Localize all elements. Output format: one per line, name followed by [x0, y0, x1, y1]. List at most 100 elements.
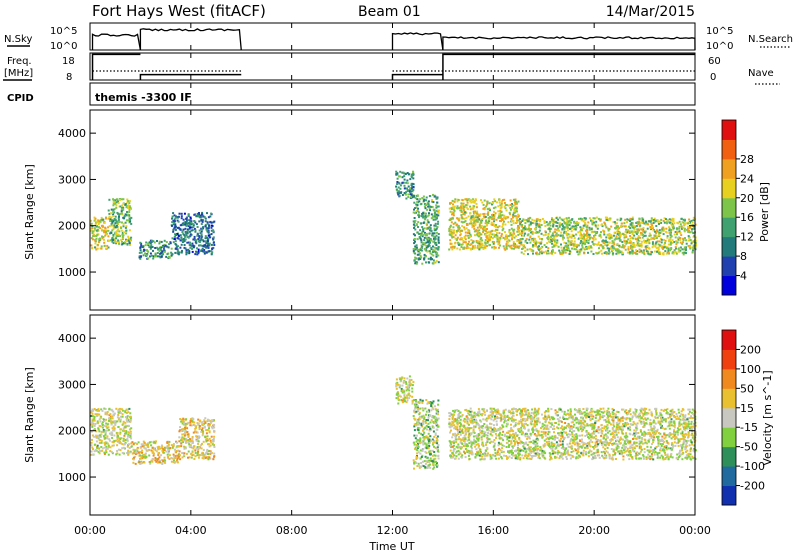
- range-cell: [540, 232, 543, 235]
- range-cell: [112, 228, 115, 231]
- range-cell: [177, 234, 180, 237]
- range-cell: [523, 218, 526, 221]
- range-cell: [677, 247, 680, 250]
- range-cell: [124, 203, 127, 206]
- range-cell: [545, 252, 548, 255]
- range-cell: [612, 458, 615, 461]
- range-cell: [213, 455, 216, 458]
- range-cell: [111, 237, 114, 239]
- range-cell: [420, 231, 423, 234]
- range-cell: [451, 236, 454, 239]
- range-cell: [437, 220, 440, 223]
- range-cell: [585, 229, 588, 232]
- range-cell: [433, 461, 435, 463]
- range-cell: [567, 233, 570, 236]
- range-cell: [200, 219, 203, 222]
- range-cell: [501, 229, 504, 232]
- range-cell: [469, 208, 472, 211]
- range-cell: [406, 396, 408, 399]
- y-tick-label: 3000: [58, 173, 86, 186]
- range-cell: [178, 436, 181, 439]
- range-cell: [113, 218, 116, 220]
- range-cell: [478, 226, 481, 229]
- range-cell: [495, 218, 498, 221]
- range-cell: [687, 230, 690, 233]
- range-cell: [629, 217, 632, 220]
- range-cell: [423, 417, 426, 420]
- range-cell: [100, 433, 103, 436]
- range-cell: [435, 428, 438, 431]
- range-cell: [162, 460, 165, 463]
- range-cell: [486, 241, 489, 244]
- range-cell: [123, 439, 126, 442]
- range-cell: [509, 213, 512, 216]
- range-cell: [168, 243, 171, 246]
- range-cell: [422, 195, 425, 198]
- range-cell: [406, 399, 409, 402]
- range-cell: [651, 251, 653, 254]
- range-cell: [691, 246, 694, 249]
- range-cell: [567, 237, 570, 240]
- range-cell: [451, 245, 454, 248]
- range-cell: [460, 214, 463, 217]
- range-cell: [121, 443, 124, 446]
- range-cell: [502, 430, 505, 433]
- range-cell: [683, 229, 686, 232]
- range-cell: [409, 384, 412, 387]
- range-cell: [399, 187, 402, 190]
- range-cell: [475, 229, 478, 232]
- range-cell: [465, 216, 468, 219]
- range-cell: [120, 408, 123, 411]
- range-cell: [635, 249, 638, 252]
- range-cell: [437, 209, 440, 212]
- range-cell: [113, 444, 115, 447]
- range-cell: [483, 225, 486, 228]
- range-cell: [648, 239, 651, 241]
- range-cell: [642, 251, 645, 254]
- range-cell: [174, 251, 177, 254]
- range-cell: [100, 408, 103, 411]
- range-cell: [414, 407, 417, 410]
- range-cell: [485, 232, 488, 235]
- range-cell: [422, 440, 425, 443]
- range-cell: [463, 247, 466, 250]
- range-cell: [103, 424, 106, 427]
- range-cell: [558, 229, 561, 232]
- range-cell: [417, 423, 420, 426]
- range-cell: [415, 399, 417, 402]
- range-cell: [466, 198, 469, 201]
- range-cell: [413, 224, 416, 227]
- range-cell: [412, 211, 415, 214]
- range-cell: [98, 418, 101, 421]
- range-cell: [208, 430, 211, 433]
- range-cell: [483, 208, 486, 211]
- range-cell: [177, 245, 179, 248]
- range-cell: [504, 238, 506, 241]
- range-cell: [198, 236, 201, 239]
- range-cell: [643, 239, 646, 242]
- range-cell: [407, 193, 410, 196]
- range-cell: [531, 239, 534, 242]
- range-cell: [207, 453, 209, 455]
- range-cell: [586, 416, 589, 419]
- range-cell: [121, 231, 124, 234]
- range-cell: [607, 249, 610, 252]
- range-cell: [412, 177, 415, 180]
- range-cell: [400, 376, 403, 379]
- range-cell: [172, 228, 175, 231]
- range-cell: [689, 239, 692, 241]
- range-cell: [176, 461, 179, 464]
- range-cell: [668, 221, 671, 224]
- range-cell: [200, 244, 203, 247]
- range-cell: [469, 234, 472, 237]
- range-cell: [521, 225, 524, 228]
- range-cell: [421, 433, 424, 436]
- range-cell: [631, 216, 634, 219]
- range-cell: [652, 237, 655, 240]
- range-cell: [613, 234, 615, 237]
- range-cell: [207, 424, 210, 427]
- range-cell: [641, 220, 644, 223]
- range-cell: [474, 223, 477, 225]
- range-cell: [554, 241, 556, 244]
- range-cell: [94, 240, 97, 243]
